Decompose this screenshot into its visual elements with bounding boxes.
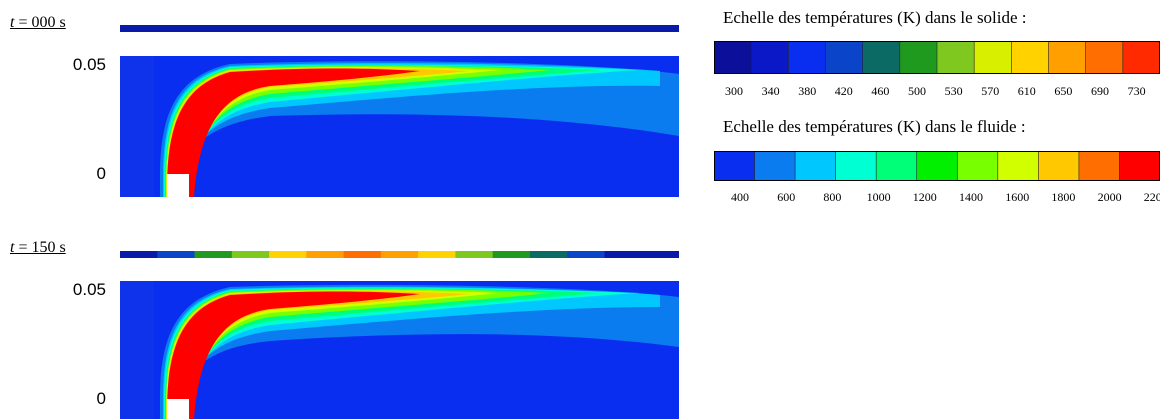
legend-fluid-swatch-3 bbox=[835, 151, 877, 181]
legend-fluid-swatch-9 bbox=[1078, 151, 1120, 181]
legend-solid-swatch-6 bbox=[937, 41, 975, 74]
legend-fluid-swatch-2 bbox=[795, 151, 837, 181]
legend-fluid-swatch-4 bbox=[876, 151, 918, 181]
legend-fluid-value-2: 800 bbox=[823, 190, 842, 204]
legend-solid-value-0: 300 bbox=[725, 84, 743, 98]
legend-solid-value-6: 530 bbox=[944, 84, 963, 98]
legend-solid-swatch-0 bbox=[714, 41, 752, 74]
wall-strip-segment-13 bbox=[604, 251, 643, 258]
wall-strip-segment-0 bbox=[120, 251, 158, 258]
legend-fluid-value-6: 1600 bbox=[1005, 190, 1030, 204]
wall-strip-segment-6 bbox=[343, 251, 382, 258]
legend-solid-swatch-4 bbox=[862, 41, 901, 74]
wall-strip-segment-5 bbox=[306, 251, 345, 258]
legend-fluid-value-4: 1200 bbox=[912, 190, 937, 204]
time-label-panel-1: t = 000 s bbox=[10, 14, 66, 32]
legend-solid-svg bbox=[714, 41, 1160, 74]
temperature-field-panel-2 bbox=[120, 281, 679, 419]
legend-solid-swatch-7 bbox=[974, 41, 1012, 74]
ytick-top-panel-1: 0.05 bbox=[72, 55, 106, 74]
legend-solid-swatch-3 bbox=[825, 41, 864, 74]
legend-solid-swatch-8 bbox=[1011, 41, 1049, 74]
legend-solid-value-4: 460 bbox=[871, 84, 890, 98]
legend-fluid-value-9: 2200 bbox=[1143, 190, 1160, 204]
wall-strip-segment-4 bbox=[269, 251, 307, 258]
legend-fluid-swatch-0 bbox=[714, 151, 756, 181]
ytick-bottom-panel-2: 0 bbox=[96, 389, 106, 408]
legend-fluid-swatch-1 bbox=[754, 151, 796, 181]
legend-fluid-swatch-5 bbox=[916, 151, 958, 181]
legend-fluid-value-5: 1400 bbox=[959, 190, 983, 204]
time-label-t: t bbox=[10, 14, 15, 31]
wall-strip-segment-11 bbox=[529, 251, 568, 258]
temperature-field-panel-1 bbox=[120, 56, 679, 197]
temperature-field-svg-1 bbox=[120, 56, 679, 197]
wall-strip-segment-1 bbox=[157, 251, 196, 258]
wall-strip-segment-12 bbox=[567, 251, 605, 258]
wall-strip-segment-14 bbox=[641, 251, 679, 258]
legend-solid-swatch-10 bbox=[1085, 41, 1124, 74]
ytick-top-panel-2: 0.05 bbox=[72, 280, 106, 299]
legend-solid-value-1: 340 bbox=[761, 84, 780, 98]
legend-solid-value-11: 730 bbox=[1127, 84, 1146, 98]
ytick-bottom-panel-1: 0 bbox=[96, 164, 106, 183]
legend-solid-value-2: 380 bbox=[798, 84, 817, 98]
legend-fluid-swatch-6 bbox=[957, 151, 999, 181]
legend-solid-swatch-11 bbox=[1122, 41, 1160, 74]
time-label-t: t bbox=[10, 239, 15, 256]
legend-solid-value-10: 690 bbox=[1091, 84, 1109, 98]
wall-strip-segment-10 bbox=[492, 251, 531, 258]
legend-fluid-value-3: 1000 bbox=[866, 190, 891, 204]
wall-strip-segment-7 bbox=[380, 251, 419, 258]
legend-solid-value-3: 420 bbox=[834, 84, 853, 98]
legend-solid-values: 300 340 380 420 460 500 530 570 610 650 690 730 bbox=[714, 84, 1160, 100]
wall-strip-segment-3 bbox=[231, 251, 270, 258]
wall-strip-top-panel-1 bbox=[120, 25, 679, 32]
legend-solid-value-7: 570 bbox=[981, 84, 1000, 98]
time-label-value: = 000 s bbox=[14, 14, 66, 31]
legend-fluid-colorbar bbox=[714, 151, 1160, 181]
legend-fluid-swatch-7 bbox=[997, 151, 1039, 181]
legend-solid-value-5: 500 bbox=[908, 84, 926, 98]
legend-fluid-title: Echelle des températures (K) dans le flu… bbox=[723, 117, 1026, 136]
time-label-value: = 150 s bbox=[14, 239, 66, 256]
legend-fluid-value-7: 1800 bbox=[1051, 190, 1076, 204]
temperature-field-svg-2 bbox=[120, 281, 679, 419]
legend-fluid-value-8: 2000 bbox=[1097, 190, 1122, 204]
legend-fluid-svg bbox=[714, 151, 1160, 181]
legend-fluid-value-1: 600 bbox=[777, 190, 796, 204]
legend-solid-swatch-5 bbox=[899, 41, 938, 74]
legend-solid-swatch-2 bbox=[788, 41, 826, 74]
legend-solid-value-8: 610 bbox=[1017, 84, 1036, 98]
legend-fluid-swatch-8 bbox=[1038, 151, 1080, 181]
time-label-panel-2: t = 150 s bbox=[10, 239, 66, 257]
legend-solid-title: Echelle des températures (K) dans le sol… bbox=[723, 8, 1027, 27]
legend-solid-value-9: 650 bbox=[1054, 84, 1073, 98]
wall-strip-segment-2 bbox=[194, 251, 233, 258]
wall-strip-segment-8 bbox=[418, 251, 456, 258]
legend-fluid-values: 400 600 800 1000 1200 1400 1600 1800 2000 2200 bbox=[714, 190, 1160, 206]
wall-strip-top-panel-2 bbox=[120, 251, 679, 258]
legend-solid-swatch-9 bbox=[1048, 41, 1087, 74]
wall-strip-segment-9 bbox=[455, 251, 494, 258]
wall-strip-svg-2 bbox=[120, 251, 679, 258]
legend-solid-swatch-1 bbox=[751, 41, 789, 74]
legend-solid-colorbar bbox=[714, 41, 1160, 74]
legend-fluid-swatch-10 bbox=[1119, 151, 1160, 181]
legend-fluid-value-0: 400 bbox=[731, 190, 749, 204]
